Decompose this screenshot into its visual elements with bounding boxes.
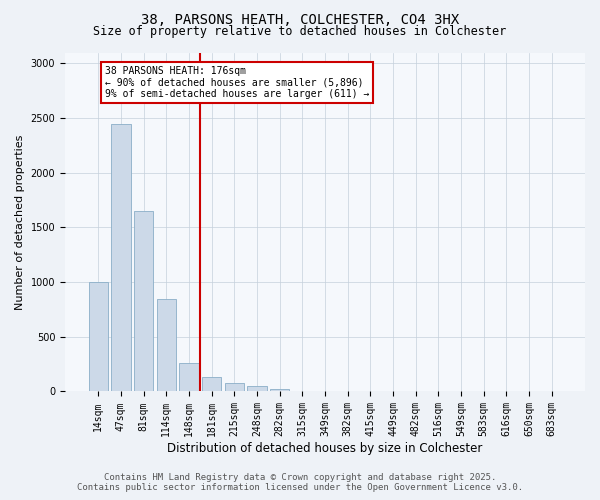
Bar xyxy=(270,390,289,392)
Text: Contains HM Land Registry data © Crown copyright and database right 2025.
Contai: Contains HM Land Registry data © Crown c… xyxy=(77,473,523,492)
Text: 38 PARSONS HEATH: 176sqm
← 90% of detached houses are smaller (5,896)
9% of semi: 38 PARSONS HEATH: 176sqm ← 90% of detach… xyxy=(105,66,370,99)
Bar xyxy=(157,298,176,392)
Text: 38, PARSONS HEATH, COLCHESTER, CO4 3HX: 38, PARSONS HEATH, COLCHESTER, CO4 3HX xyxy=(141,12,459,26)
X-axis label: Distribution of detached houses by size in Colchester: Distribution of detached houses by size … xyxy=(167,442,483,455)
Bar xyxy=(224,382,244,392)
Bar xyxy=(89,282,108,392)
Bar xyxy=(202,378,221,392)
Bar xyxy=(134,211,153,392)
Bar xyxy=(247,386,266,392)
Y-axis label: Number of detached properties: Number of detached properties xyxy=(15,134,25,310)
Bar xyxy=(112,124,131,392)
Bar xyxy=(179,363,199,392)
Text: Size of property relative to detached houses in Colchester: Size of property relative to detached ho… xyxy=(94,25,506,38)
